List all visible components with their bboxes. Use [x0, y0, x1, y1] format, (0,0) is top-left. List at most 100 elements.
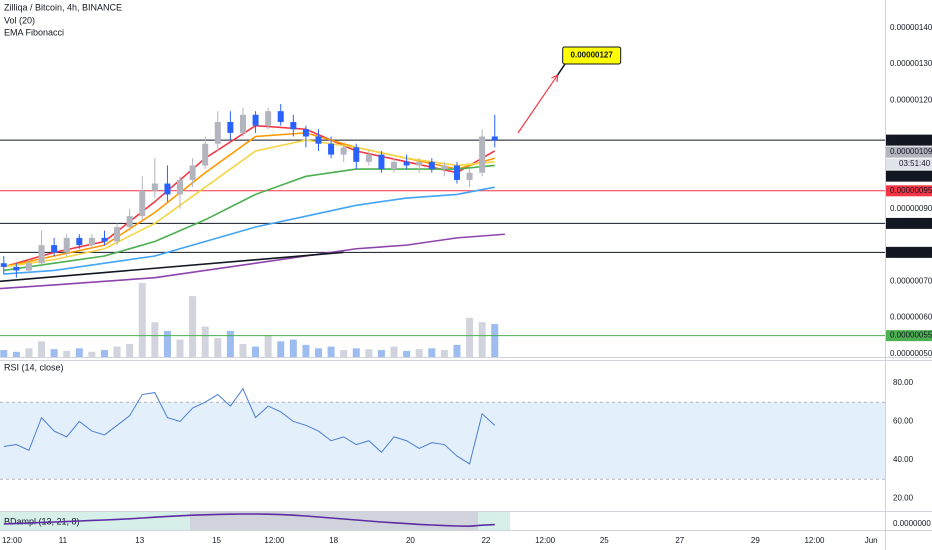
candle-body — [164, 183, 171, 195]
callout-label: 0.00000127 — [571, 51, 614, 60]
volume-bar — [377, 350, 385, 357]
candle-body — [76, 237, 83, 246]
y-tick-label: 0.00000050 — [890, 349, 932, 358]
volume-bar — [163, 330, 171, 357]
candle-body — [151, 183, 158, 191]
price-label: 0.00000095 — [890, 186, 932, 195]
volume-bar — [289, 339, 297, 357]
candle-body — [302, 129, 309, 137]
volume-bar — [176, 339, 184, 357]
volume-bar — [75, 348, 83, 357]
x-tick-label: 18 — [329, 536, 338, 545]
countdown: 03:51:40 — [899, 159, 931, 168]
candle-body — [25, 263, 32, 271]
candle-body — [441, 165, 448, 170]
volume-bar — [63, 350, 71, 357]
volume-bar — [25, 348, 33, 357]
price-label-bg — [886, 134, 932, 146]
candle-body — [328, 143, 335, 155]
volume-bar — [226, 330, 234, 357]
volume-bar — [12, 351, 20, 357]
price-label: 0.00000107 — [890, 171, 932, 180]
indicator-name: EMA Fibonacci — [4, 27, 64, 37]
candle-body — [51, 245, 58, 253]
candle-body — [491, 136, 498, 141]
volume-bar — [264, 335, 272, 357]
volume-bar — [365, 349, 373, 357]
x-tick-label: 25 — [600, 536, 609, 545]
price-label: 0.00000078 — [890, 247, 932, 256]
x-tick-label: 12:00 — [2, 536, 23, 545]
candle-body — [202, 143, 209, 166]
x-tick-label: 22 — [481, 536, 490, 545]
x-tick-label: 29 — [751, 536, 760, 545]
volume-bar — [214, 337, 222, 357]
candle-body — [453, 165, 460, 180]
volume-bar — [478, 322, 486, 357]
volume-bar — [50, 349, 58, 357]
price-label-bg — [886, 185, 932, 197]
price-label-bg — [886, 217, 932, 229]
annotation-arrow — [517, 74, 559, 134]
volume-bar — [201, 326, 209, 357]
candle-body — [252, 114, 259, 126]
price-label-bg — [886, 146, 932, 158]
bdampl-bg-grey — [190, 512, 478, 530]
y-tick-label: 0.00000120 — [890, 95, 932, 104]
volume-bar — [100, 350, 108, 357]
y-tick-label: 40.00 — [893, 455, 914, 464]
volume-bar — [88, 351, 96, 357]
volume-bar — [138, 283, 146, 357]
price-label-bg — [886, 246, 932, 258]
indicator-line — [3, 387, 496, 465]
x-tick-label: 15 — [212, 536, 221, 545]
x-tick-label: 27 — [675, 536, 684, 545]
x-tick-label: 12:00 — [535, 536, 556, 545]
rsi-title: RSI (14, close) — [4, 362, 64, 372]
volume-bar — [428, 348, 436, 357]
volume-bar — [340, 350, 348, 357]
volume-bar — [252, 346, 260, 357]
candle-body — [189, 165, 196, 180]
candle-body — [340, 147, 347, 155]
candle-body — [63, 237, 70, 253]
volume-bar — [151, 322, 159, 357]
volume-bar — [113, 346, 121, 357]
candle-body — [290, 122, 297, 130]
candle-body — [378, 154, 385, 170]
candle-body — [239, 114, 246, 133]
candle-body — [126, 216, 133, 228]
callout-box — [562, 46, 622, 65]
y-tick-label: 0.0000000 — [893, 519, 931, 528]
candle-body — [88, 237, 95, 246]
price-label-bg — [886, 330, 932, 342]
candle-body — [353, 147, 360, 162]
candle-body — [101, 237, 108, 242]
rsi-band — [0, 402, 885, 480]
x-tick-label: 20 — [406, 536, 415, 545]
y-tick-label: 0.00000130 — [890, 59, 932, 68]
y-tick-label: 0.00000140 — [890, 23, 932, 32]
volume-bar — [302, 344, 310, 357]
volume-bar — [277, 341, 285, 357]
callout-pointer — [557, 62, 567, 76]
ema-line — [3, 164, 495, 272]
volume-bar — [352, 348, 360, 357]
candle-body — [139, 190, 146, 217]
candle-body — [177, 179, 184, 195]
volume-bar — [415, 349, 423, 357]
candle-body — [391, 161, 398, 170]
candle-body — [403, 161, 410, 166]
candle-body — [265, 111, 272, 126]
ema-line — [3, 139, 495, 268]
candle-body — [479, 136, 486, 173]
chart-title: Zilliqa / Bitcoin, 4h, BINANCE — [4, 2, 122, 12]
candle-body — [214, 122, 221, 144]
candle-body — [13, 266, 20, 271]
x-tick-label: 11 — [59, 536, 68, 545]
ema-line — [0, 251, 344, 283]
y-tick-label: 20.00 — [893, 494, 914, 503]
y-tick-label: 80.00 — [893, 378, 914, 387]
volume-bar — [0, 350, 8, 357]
